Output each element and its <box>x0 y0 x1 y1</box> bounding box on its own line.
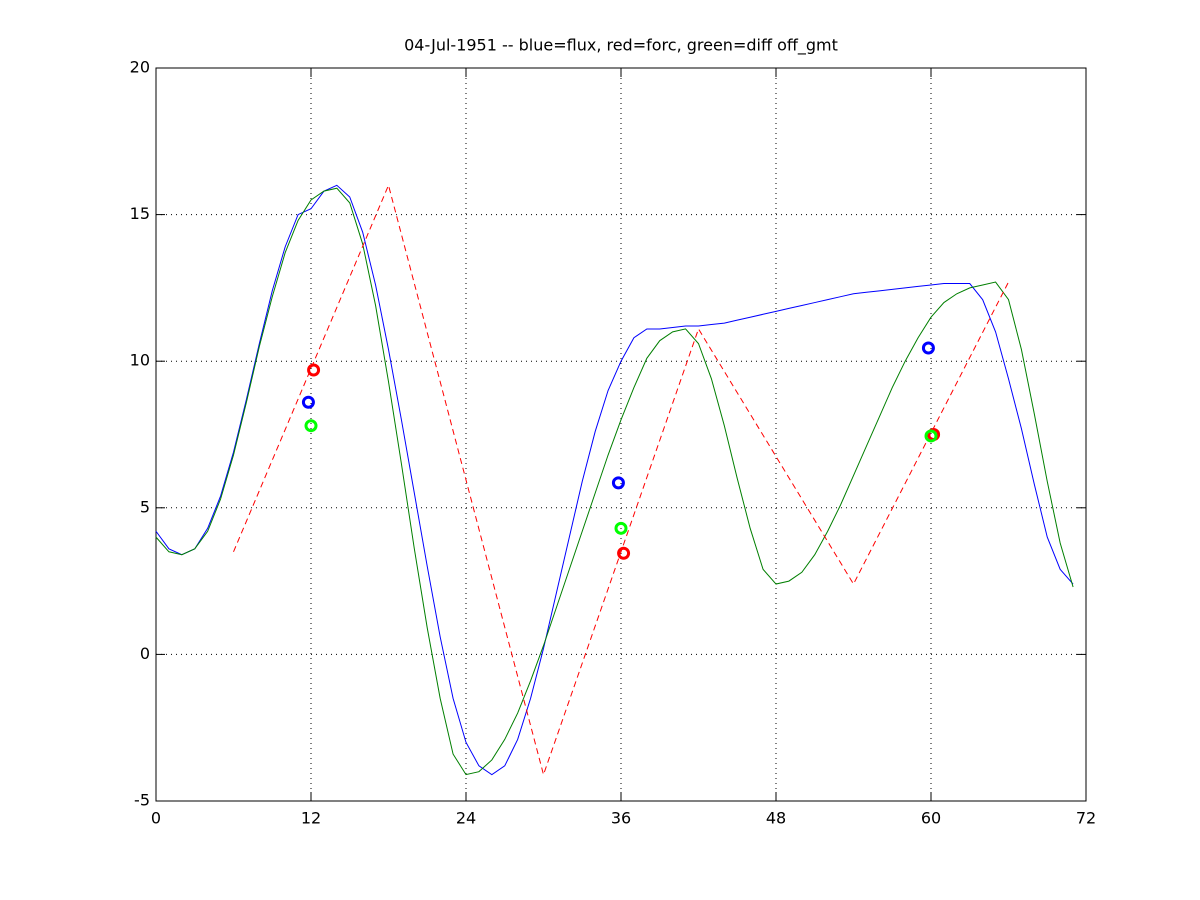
x-tick-label: 60 <box>921 809 941 828</box>
marker <box>921 341 935 355</box>
x-tick-label: 24 <box>456 809 476 828</box>
marker <box>617 546 631 560</box>
y-tick-label: 0 <box>140 644 150 663</box>
marker <box>307 363 321 377</box>
series-line <box>155 184 1074 776</box>
chart-title: 04-Jul-1951 -- blue=flux, red=forc, gree… <box>404 36 838 56</box>
marker <box>924 429 938 443</box>
series-line <box>233 183 1009 777</box>
series-line <box>155 187 1074 776</box>
x-tick-label: 12 <box>301 809 321 828</box>
marker <box>614 521 628 535</box>
y-tick-label: -5 <box>134 791 150 810</box>
x-tick-label: 72 <box>1076 809 1096 828</box>
y-tick-label: 5 <box>140 497 150 516</box>
y-tick-label: 20 <box>130 58 150 77</box>
x-tick-label: 0 <box>151 809 161 828</box>
marker <box>304 419 318 433</box>
marker <box>301 395 315 409</box>
plot-frame <box>155 67 1087 802</box>
x-tick-label: 36 <box>611 809 631 828</box>
marker <box>611 476 625 490</box>
y-tick-label: 15 <box>130 204 150 223</box>
y-tick-label: 10 <box>130 351 150 370</box>
x-tick-label: 48 <box>766 809 786 828</box>
